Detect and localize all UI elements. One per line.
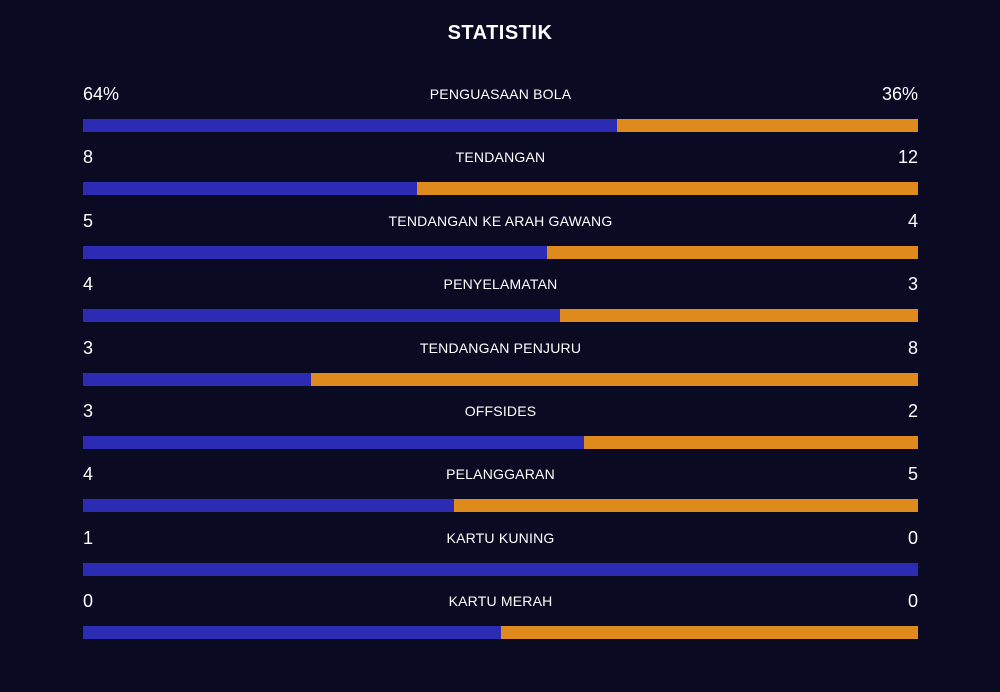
home-value: 4 (83, 464, 94, 485)
stat-label: PENYELAMATAN (443, 276, 558, 293)
home-bar-segment (83, 182, 417, 196)
stat-row: 4 PENYELAMATAN 3 (83, 268, 918, 331)
away-bar-segment (584, 435, 918, 449)
stat-row: 3 OFFSIDES 2 (83, 395, 918, 458)
away-value: 3 (907, 274, 918, 295)
stats-list: 64% PENGUASAAN BOLA 36% 8 TENDANGAN 12 5 TENDAN… (83, 78, 918, 649)
away-value: 0 (907, 591, 918, 612)
comparison-bar (83, 435, 918, 449)
away-value: 2 (907, 400, 918, 421)
away-value: 8 (907, 337, 918, 358)
stat-label: PENGUASAAN BOLA (429, 86, 572, 102)
home-bar-segment (83, 372, 311, 386)
home-value: 0 (83, 591, 94, 612)
home-bar-segment (83, 245, 548, 259)
home-value: 4 (83, 274, 94, 295)
home-value: 3 (83, 337, 94, 358)
stat-label: TENDANGAN PENJURU (419, 339, 582, 356)
away-value: 4 (907, 210, 918, 231)
comparison-bar (83, 626, 918, 640)
home-bar-segment (83, 626, 501, 640)
stat-row: 8 TENDANGAN 12 (83, 141, 918, 204)
stat-row: 5 TENDANGAN KE ARAH GAWANG 4 (83, 205, 918, 268)
stat-label: PELANGGARAN (446, 466, 555, 483)
stat-label: TENDANGAN KE ARAH GAWANG (388, 212, 613, 229)
home-value: 8 (83, 147, 94, 168)
stat-row: 4 PELANGGARAN 5 (83, 458, 918, 521)
home-bar-segment (83, 562, 918, 576)
comparison-bar (83, 499, 918, 513)
stat-row: 1 KARTU KUNING 0 (83, 522, 918, 585)
home-bar-segment (83, 309, 560, 323)
away-bar-segment (617, 119, 918, 132)
comparison-bar (83, 309, 918, 323)
away-value: 0 (907, 527, 918, 548)
away-bar-segment (500, 626, 918, 640)
away-value: 12 (897, 147, 918, 168)
stat-row: 3 TENDANGAN PENJURU 8 (83, 332, 918, 395)
comparison-bar (83, 372, 918, 386)
stat-label: OFFSIDES (464, 402, 537, 419)
home-bar-segment (83, 119, 618, 132)
comparison-bar (83, 245, 918, 259)
stat-row: 0 KARTU MERAH 0 (83, 585, 918, 648)
comparison-bar (83, 119, 918, 132)
home-value: 1 (83, 527, 94, 548)
away-value: 5 (907, 464, 918, 485)
home-bar-segment (83, 499, 454, 513)
away-bar-segment (559, 309, 918, 323)
away-bar-segment (310, 372, 918, 386)
away-bar-segment (547, 245, 918, 259)
stat-label: KARTU KUNING (446, 529, 555, 546)
home-bar-segment (83, 435, 584, 449)
stat-label: TENDANGAN (455, 149, 546, 166)
comparison-bar (83, 182, 918, 196)
comparison-bar (83, 562, 918, 576)
home-value: 64% (83, 84, 120, 104)
stat-row: 64% PENGUASAAN BOLA 36% (83, 78, 918, 141)
home-value: 5 (83, 210, 94, 231)
away-bar-segment (417, 182, 918, 196)
stat-label: KARTU MERAH (448, 593, 553, 610)
page-title: STATISTIK (447, 22, 553, 44)
home-value: 3 (83, 400, 94, 421)
away-value: 36% (881, 84, 918, 104)
away-bar-segment (453, 499, 918, 513)
